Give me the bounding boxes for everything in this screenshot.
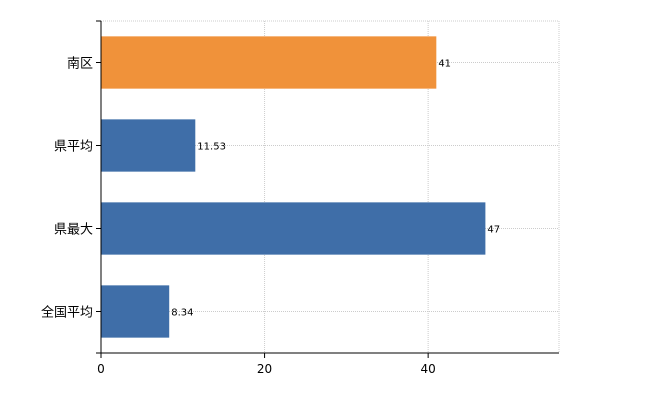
category-label: 全国平均 (41, 305, 93, 321)
x-tick-label: 20 (257, 362, 272, 376)
category-label: 県最大 (54, 223, 93, 238)
bar (101, 202, 486, 255)
value-label: 47 (487, 225, 500, 236)
value-label: 11.53 (197, 142, 226, 153)
axes (96, 20, 559, 358)
bar (101, 36, 437, 89)
value-label: 8.34 (171, 308, 193, 319)
bar (101, 285, 170, 338)
x-tick-label: 0 (97, 362, 105, 376)
x-tick-label: 40 (421, 362, 436, 376)
bar (101, 119, 196, 172)
labels: 41 南区 11.53 県平均 47 県最大 8.34 全国平均 0 20 40 (41, 56, 500, 377)
category-label: 南区 (67, 56, 93, 72)
category-label: 県平均 (54, 140, 93, 155)
bars (101, 36, 486, 338)
value-label: 41 (438, 59, 451, 70)
